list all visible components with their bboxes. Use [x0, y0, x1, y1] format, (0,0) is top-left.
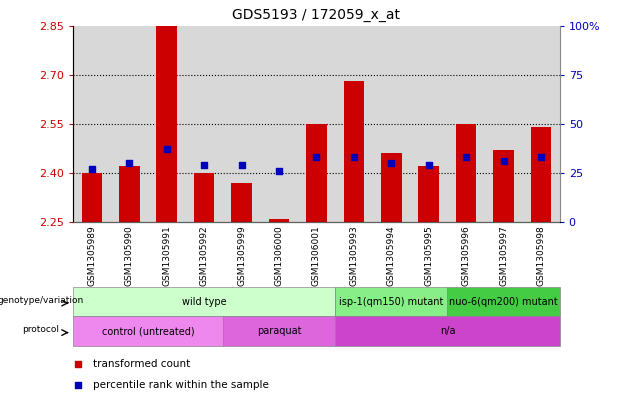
Text: GSM1305994: GSM1305994	[387, 225, 396, 286]
Bar	[73, 316, 223, 346]
Bar	[381, 153, 401, 222]
Bar	[156, 26, 177, 222]
Bar	[232, 183, 252, 222]
Text: GSM1305989: GSM1305989	[87, 225, 96, 286]
Bar	[268, 219, 289, 222]
Text: n/a: n/a	[439, 326, 455, 336]
Point	[162, 146, 172, 152]
Text: GSM1305990: GSM1305990	[125, 225, 134, 286]
Text: genotype/variation: genotype/variation	[0, 296, 83, 305]
Text: transformed count: transformed count	[93, 359, 190, 369]
Point	[199, 162, 209, 168]
Point	[386, 160, 396, 166]
Text: nuo-6(qm200) mutant: nuo-6(qm200) mutant	[449, 297, 558, 307]
Bar	[530, 127, 551, 222]
Bar	[418, 166, 439, 222]
Text: paraquat: paraquat	[257, 326, 301, 336]
Point	[424, 162, 434, 168]
Point	[356, 70, 366, 76]
Text: GSM1306001: GSM1306001	[312, 225, 321, 286]
Text: GSM1305997: GSM1305997	[499, 225, 508, 286]
Point	[312, 154, 321, 160]
Text: GSM1305995: GSM1305995	[424, 225, 433, 286]
Bar	[456, 124, 476, 222]
Point	[124, 160, 134, 166]
Title: GDS5193 / 172059_x_at: GDS5193 / 172059_x_at	[232, 8, 401, 22]
Point	[536, 154, 546, 160]
Point	[237, 162, 247, 168]
Bar	[223, 316, 335, 346]
Bar	[494, 150, 514, 222]
Point	[349, 154, 359, 160]
Bar	[194, 173, 214, 222]
Text: GSM1305991: GSM1305991	[162, 225, 171, 286]
Text: GSM1305999: GSM1305999	[237, 225, 246, 286]
Point	[461, 154, 471, 160]
Text: isp-1(qm150) mutant: isp-1(qm150) mutant	[339, 297, 443, 307]
Bar	[343, 81, 364, 222]
Text: protocol: protocol	[22, 325, 59, 334]
Bar	[306, 124, 327, 222]
Bar	[73, 287, 335, 316]
Bar	[81, 173, 102, 222]
Point	[499, 158, 509, 164]
Text: wild type: wild type	[182, 297, 226, 307]
Text: percentile rank within the sample: percentile rank within the sample	[93, 380, 268, 390]
Bar	[119, 166, 139, 222]
Text: GSM1306000: GSM1306000	[275, 225, 284, 286]
Text: GSM1305992: GSM1305992	[200, 225, 209, 286]
Bar	[335, 287, 447, 316]
Bar	[447, 287, 560, 316]
Point	[356, 263, 366, 269]
Point	[274, 168, 284, 174]
Text: GSM1305998: GSM1305998	[537, 225, 546, 286]
Bar	[335, 316, 560, 346]
Text: GSM1305993: GSM1305993	[349, 225, 358, 286]
Text: control (untreated): control (untreated)	[102, 326, 195, 336]
Point	[86, 166, 97, 172]
Text: GSM1305996: GSM1305996	[462, 225, 471, 286]
